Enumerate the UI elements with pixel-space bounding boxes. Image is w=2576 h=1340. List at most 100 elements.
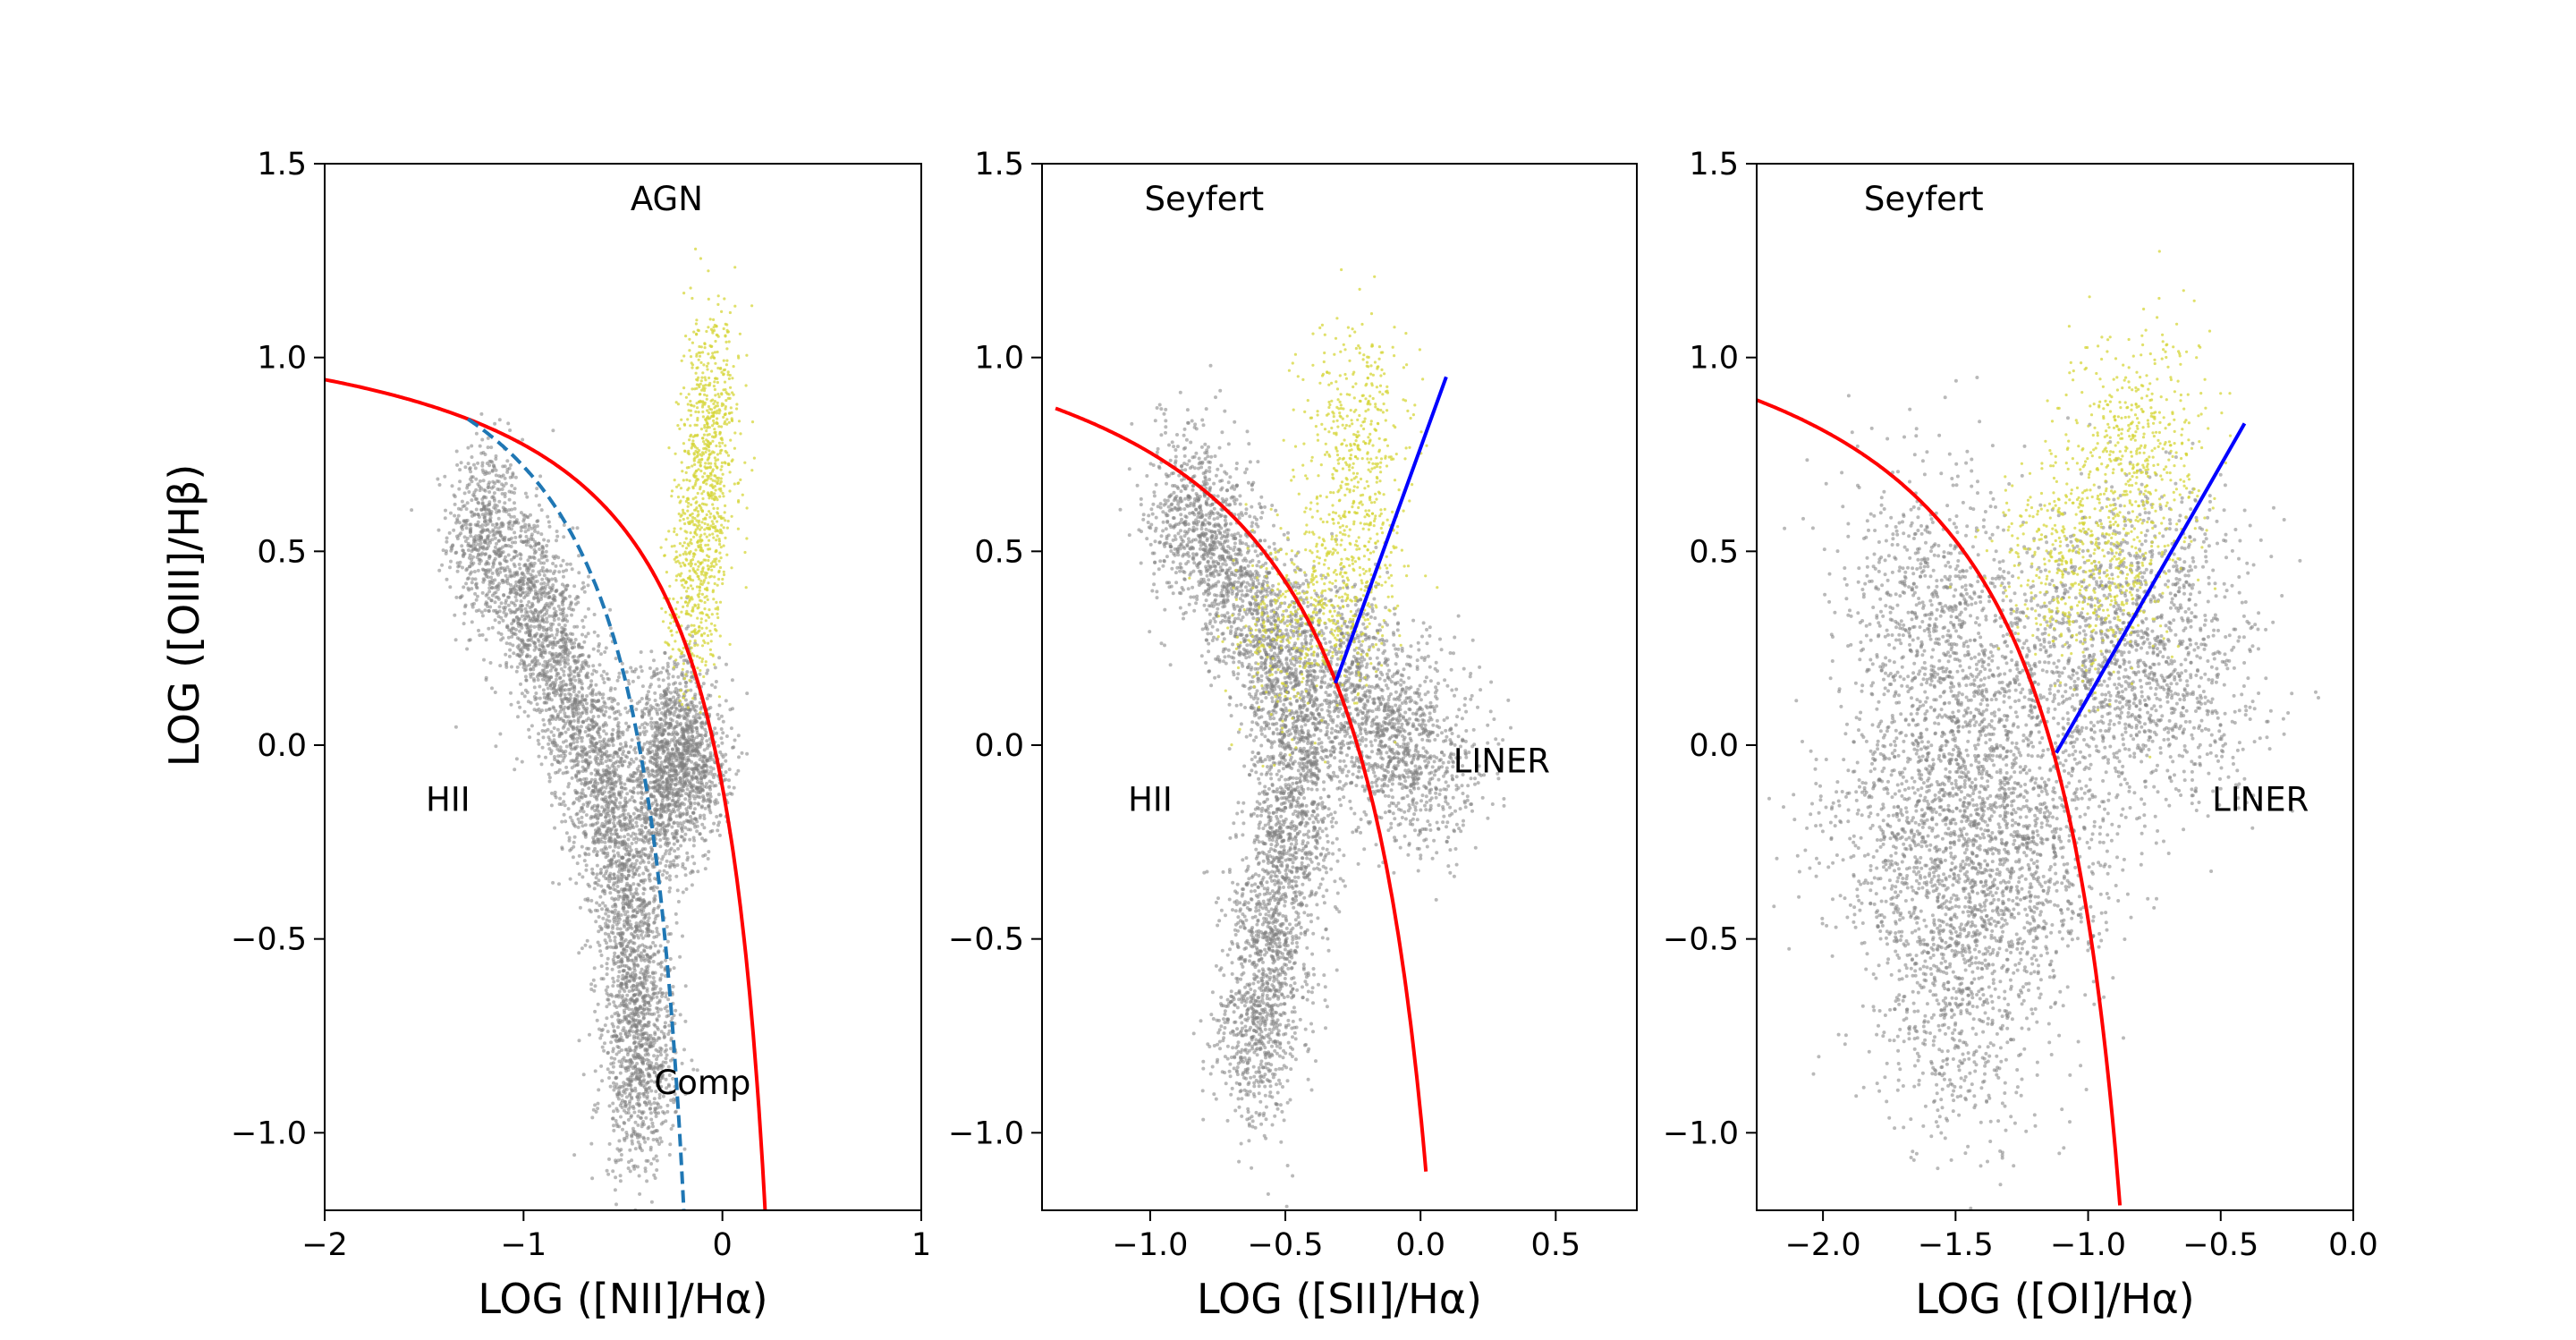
data-point [575,526,580,530]
data-point [636,737,640,742]
data-point [521,572,526,577]
data-point [641,871,646,876]
data-point [614,1034,619,1039]
data-point [617,993,622,997]
data-point [629,887,633,892]
data-point [449,511,453,515]
data-point [685,787,690,792]
data-point [573,706,577,710]
data-point [621,994,624,998]
data-point [669,1047,673,1051]
data-point [568,742,572,747]
data-point [589,718,593,723]
data-point [519,556,523,561]
data-point [628,844,632,849]
data-point [619,1158,623,1162]
data-point [631,958,635,963]
data-point [503,495,507,498]
data-point [542,573,547,578]
data-point [537,558,541,563]
data-point [644,811,648,816]
data-point [695,1068,699,1073]
data-point [582,706,587,710]
data-point [611,1024,615,1029]
data-point [592,630,597,634]
data-point [466,548,470,552]
data-point [534,646,538,650]
data-point [638,1192,642,1196]
data-point [639,1146,642,1150]
data-point [495,551,498,556]
data-point [562,673,566,677]
data-point [457,564,462,568]
data-point [640,697,644,700]
data-point [707,771,711,776]
data-point [705,739,709,743]
data-point [651,739,656,743]
data-point [490,686,494,691]
data-point [593,809,597,813]
data-point [536,658,540,663]
data-point [640,714,644,718]
data-point [578,905,582,910]
data-point [683,1092,688,1096]
data-point [531,665,536,669]
data-point [597,727,601,732]
data-point [652,1097,657,1101]
data-point [513,506,517,511]
data-point [564,614,569,618]
data-point [559,731,564,735]
data-point [720,741,724,745]
data-point [603,701,607,706]
data-point [616,897,621,902]
data-point [503,491,507,496]
data-point [471,555,475,559]
data-point [595,852,599,857]
data-point [498,533,503,538]
data-point [648,1148,653,1152]
data-point [589,982,594,987]
data-point [564,770,568,775]
data-point [538,619,543,623]
data-point [633,1051,638,1056]
data-point [579,752,583,757]
data-point [550,682,555,686]
data-point [649,717,654,721]
data-point [614,1107,619,1111]
data-point [588,884,591,888]
data-point [607,1104,612,1108]
data-point [664,1043,668,1047]
data-point [625,916,630,920]
data-point [547,696,552,700]
data-point [462,555,465,558]
data-point [500,492,504,496]
data-point [475,594,479,598]
data-point [612,765,616,769]
data-point [534,542,538,547]
data-point [631,941,635,945]
data-point [541,590,546,595]
data-point [608,626,613,631]
data-point [587,655,591,659]
data-point [647,933,651,937]
data-point [612,1034,616,1039]
data-point [611,904,615,909]
data-point [606,764,610,768]
data-point [623,827,628,832]
data-point [498,570,503,574]
data-point [526,714,530,718]
data-point [586,632,590,636]
data-point [498,732,503,736]
data-point [613,908,617,912]
data-point [488,512,493,516]
data-point [597,691,601,695]
data-point [613,1004,617,1008]
data-point [530,660,534,665]
data-point [631,961,636,965]
data-point [642,725,647,730]
data-point [613,951,617,955]
data-point [551,428,555,433]
data-point [520,604,524,608]
data-point [698,672,702,676]
data-point [631,1030,635,1034]
